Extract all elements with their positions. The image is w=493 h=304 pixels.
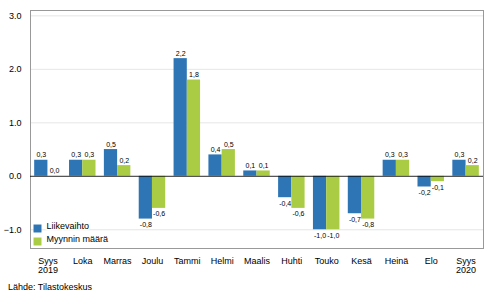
svg-text:0,5: 0,5	[106, 141, 116, 148]
svg-text:-0,8: -0,8	[362, 221, 374, 228]
svg-text:-0,6: -0,6	[153, 210, 165, 217]
html-text:Lähde: Tilastokeskus: Lähde: Tilastokeskus	[8, 282, 93, 292]
svg-text:Joulu: Joulu	[142, 256, 164, 266]
svg-text:2,2: 2,2	[176, 50, 186, 57]
svg-text:3.0: 3.0	[9, 11, 22, 21]
svg-text:Huhti: Huhti	[281, 256, 302, 266]
svg-text:-0,8: -0,8	[140, 221, 152, 228]
svg-text:-0,4: -0,4	[279, 200, 291, 207]
svg-text:Heinä: Heinä	[385, 256, 409, 266]
svg-text:Maalis: Maalis	[244, 256, 271, 266]
svg-text:-0,6: -0,6	[292, 210, 304, 217]
svg-text:2.0: 2.0	[9, 64, 22, 74]
svg-text:−1.0: −1.0	[4, 225, 22, 235]
svg-text:1,8: 1,8	[189, 71, 199, 78]
svg-text:Elo: Elo	[425, 256, 438, 266]
svg-text:0,2: 0,2	[119, 157, 129, 164]
svg-text:Myynnin määrä: Myynnin määrä	[47, 234, 109, 244]
svg-text:0,1: 0,1	[259, 162, 269, 169]
svg-text:0,1: 0,1	[246, 162, 256, 169]
svg-text:Marras: Marras	[104, 256, 133, 266]
svg-text:0,3: 0,3	[385, 151, 395, 158]
svg-text:-1,0: -1,0	[327, 232, 339, 239]
svg-text:0,3: 0,3	[71, 151, 81, 158]
svg-text:0.0: 0.0	[9, 171, 22, 181]
svg-text:0,4: 0,4	[211, 146, 221, 153]
svg-text:Tammi: Tammi	[174, 256, 201, 266]
svg-text:-0,7: -0,7	[349, 216, 361, 223]
svg-text:Liikevaihto: Liikevaihto	[47, 221, 90, 231]
svg-text:0,3: 0,3	[85, 151, 95, 158]
svg-text:0,3: 0,3	[398, 151, 408, 158]
svg-text:-0,1: -0,1	[432, 184, 444, 191]
svg-text:Syys2019: Syys2019	[38, 256, 58, 275]
svg-text:0,5: 0,5	[224, 141, 234, 148]
svg-text:Kesä: Kesä	[351, 256, 372, 266]
svg-text:Touko: Touko	[315, 256, 339, 266]
svg-text:0,3: 0,3	[36, 151, 46, 158]
svg-text:0,2: 0,2	[468, 157, 478, 164]
svg-text:1.0: 1.0	[9, 118, 22, 128]
svg-text:-1,0: -1,0	[314, 232, 326, 239]
svg-text:Loka: Loka	[73, 256, 93, 266]
svg-text:Helmi: Helmi	[211, 256, 234, 266]
svg-text:-0,2: -0,2	[419, 189, 431, 196]
svg-text:0,3: 0,3	[455, 151, 465, 158]
svg-text:0,0: 0,0	[50, 167, 60, 174]
svg-text:Syys2020: Syys2020	[456, 256, 476, 275]
